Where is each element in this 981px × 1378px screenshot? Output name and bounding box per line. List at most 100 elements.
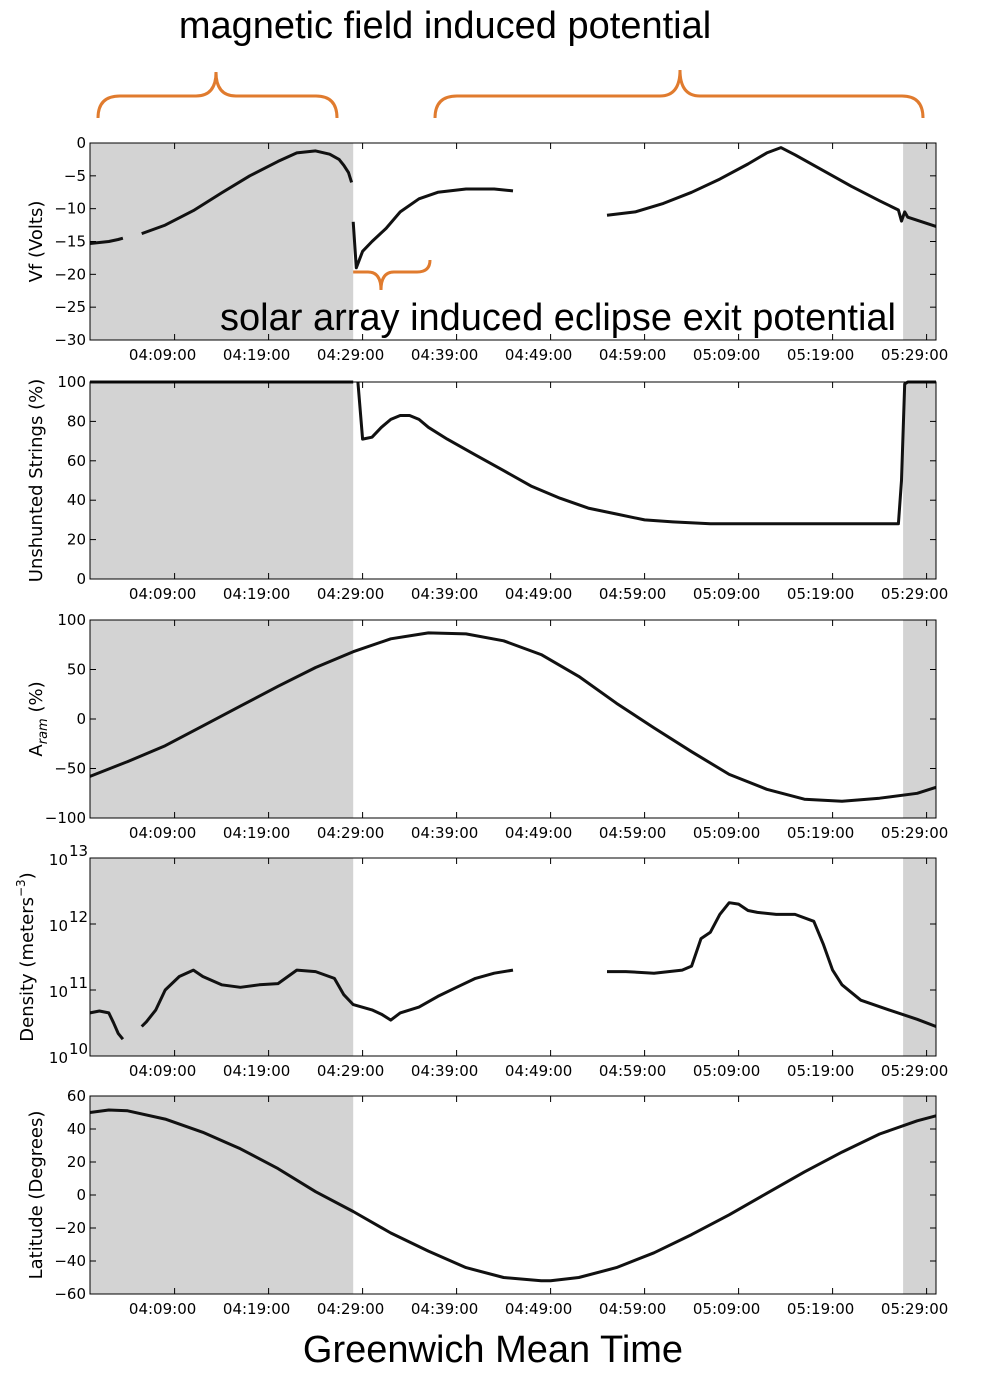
eclipse-shade [903, 382, 936, 579]
x-tick-label: 04:59:00 [599, 1062, 666, 1080]
y-axis-label: Aram (%) [26, 681, 51, 756]
x-tick-label: 05:29:00 [881, 1300, 948, 1318]
x-tick-label: 05:19:00 [787, 1062, 854, 1080]
y-tick-label: 50 [67, 661, 86, 679]
x-tick-label: 04:19:00 [223, 585, 290, 603]
y-tick-label: −30 [54, 331, 86, 349]
x-axis-label: Greenwich Mean Time [303, 1329, 683, 1371]
y-axis-label: Density (meters−3) [14, 872, 38, 1041]
x-tick-label: 05:19:00 [787, 585, 854, 603]
x-tick-label: 04:39:00 [411, 824, 478, 842]
magnetic-bracket-right [433, 69, 925, 119]
x-tick-label: 04:19:00 [223, 1300, 290, 1318]
panel-vf: 04:09:00 04:19:00 04:29:00 04:39:00 04:49:00… [26, 134, 948, 364]
panels: 04:09:00 04:19:00 04:29:00 04:39:00 04:49:00… [14, 134, 948, 1318]
x-tick-label: 05:19:00 [787, 824, 854, 842]
x-tick-label: 05:09:00 [693, 824, 760, 842]
x-tick-label: 04:29:00 [317, 346, 384, 364]
y-tick-label: 100 [57, 611, 86, 629]
y-tick-exponent: 13 [69, 842, 88, 860]
series-line [356, 380, 936, 526]
y-axis-label: Latitude (Degrees) [26, 1111, 47, 1280]
y-tick-label: 20 [67, 531, 86, 549]
y-tick-exponent: 12 [69, 908, 88, 926]
x-tick-label: 04:09:00 [129, 1300, 196, 1318]
eclipse-shade [90, 143, 354, 340]
x-tick-label: 04:19:00 [223, 824, 290, 842]
x-tick-label: 04:39:00 [411, 1062, 478, 1080]
y-tick-exponent: 10 [69, 1040, 88, 1058]
y-tick-label: −60 [54, 1285, 86, 1303]
solar-annotation: solar array induced eclipse exit potenti… [220, 297, 896, 339]
x-tick-label: 04:09:00 [129, 585, 196, 603]
x-tick-label: 04:29:00 [317, 1300, 384, 1318]
y-tick-label: −25 [54, 298, 86, 316]
eclipse-shade [90, 858, 354, 1056]
x-tick-label: 04:39:00 [411, 346, 478, 364]
x-tick-label: 04:39:00 [411, 585, 478, 603]
series-line [140, 968, 514, 1028]
y-tick-label: −40 [54, 1252, 86, 1270]
x-tick-label: 05:19:00 [787, 346, 854, 364]
x-tick-label: 04:49:00 [505, 1300, 572, 1318]
x-tick-label: 05:19:00 [787, 1300, 854, 1318]
series-line [351, 187, 514, 270]
x-tick-label: 05:29:00 [881, 824, 948, 842]
magnetic-bracket-left [96, 71, 339, 119]
y-tick-label: 20 [67, 1153, 86, 1171]
panel-density: 04:09:00 04:19:00 04:29:00 04:39:00 04:49:00… [14, 842, 948, 1080]
x-tick-label: 04:09:00 [129, 824, 196, 842]
x-tick-label: 04:49:00 [505, 824, 572, 842]
x-tick-label: 05:09:00 [693, 346, 760, 364]
y-tick-label: 10 [49, 917, 68, 935]
x-tick-label: 04:29:00 [317, 585, 384, 603]
x-tick-label: 04:49:00 [505, 346, 572, 364]
y-tick-exponent: 11 [69, 974, 88, 992]
series-line [607, 901, 937, 1028]
x-tick-label: 05:29:00 [881, 1062, 948, 1080]
y-tick-label: −20 [54, 1219, 86, 1237]
x-tick-label: 04:49:00 [505, 585, 572, 603]
magnetic-annotation: magnetic field induced potential [179, 5, 711, 47]
x-tick-label: 04:59:00 [599, 824, 666, 842]
y-axis-label: Vf (Volts) [26, 201, 47, 283]
y-tick-label: 60 [67, 1087, 86, 1105]
y-tick-label: 100 [57, 373, 86, 391]
x-tick-label: 04:29:00 [317, 824, 384, 842]
y-tick-label: 10 [49, 851, 68, 869]
y-tick-label: 10 [49, 983, 68, 1001]
series-line [141, 149, 354, 236]
x-tick-label: 05:09:00 [693, 1062, 760, 1080]
x-tick-label: 04:49:00 [505, 1062, 572, 1080]
x-tick-label: 04:39:00 [411, 1300, 478, 1318]
eclipse-shade [90, 382, 354, 579]
x-tick-label: 04:19:00 [223, 346, 290, 364]
y-tick-label: 40 [67, 491, 86, 509]
x-tick-label: 04:09:00 [129, 346, 196, 364]
y-axis-label: Unshunted Strings (%) [26, 379, 47, 582]
x-tick-label: 04:59:00 [599, 585, 666, 603]
y-tick-label: −15 [54, 233, 86, 251]
y-tick-label: −10 [54, 200, 86, 218]
x-tick-label: 04:19:00 [223, 1062, 290, 1080]
x-tick-label: 04:59:00 [599, 1300, 666, 1318]
y-tick-label: −50 [54, 760, 86, 778]
y-tick-label: 10 [49, 1049, 68, 1067]
x-tick-label: 05:09:00 [693, 585, 760, 603]
series-line [606, 146, 937, 228]
x-tick-label: 05:09:00 [693, 1300, 760, 1318]
plot-frame [89, 857, 937, 1057]
eclipse-shade [90, 620, 354, 818]
y-tick-label: 0 [76, 134, 86, 152]
y-tick-label: 60 [67, 452, 86, 470]
y-tick-label: 40 [67, 1120, 86, 1138]
eclipse-shade [90, 1096, 354, 1294]
x-tick-label: 05:29:00 [881, 585, 948, 603]
y-tick-label: 0 [76, 710, 86, 728]
series-line [89, 631, 937, 803]
panel-strings: 04:09:00 04:19:00 04:29:00 04:39:00 04:49:00… [26, 373, 948, 603]
y-tick-label: 80 [67, 412, 86, 430]
y-tick-label: 0 [76, 570, 86, 588]
series-line [89, 1009, 125, 1041]
